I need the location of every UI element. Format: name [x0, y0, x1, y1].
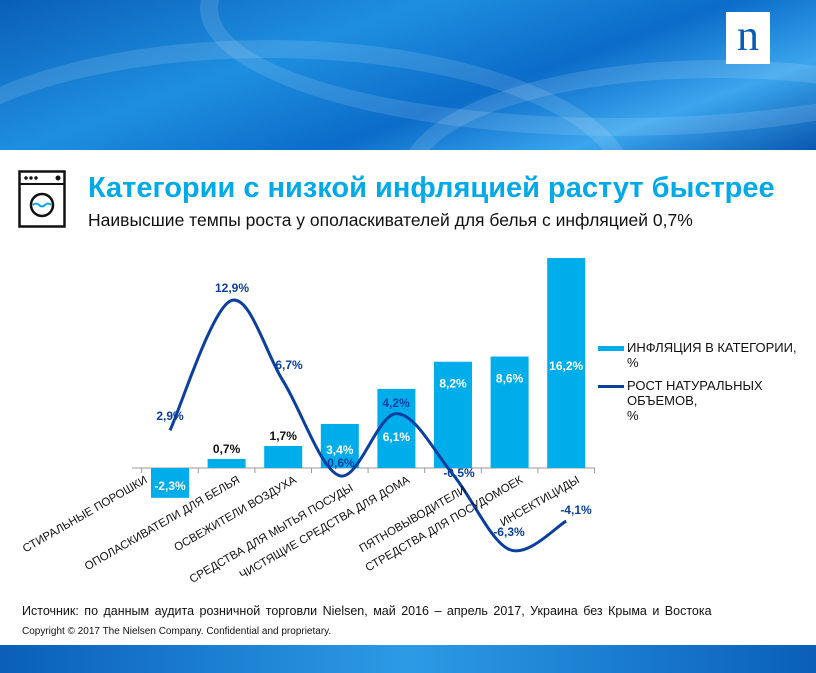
- line-value-label: 4,2%: [382, 396, 410, 410]
- line-value-label: -0,5%: [443, 466, 475, 480]
- line-value-label: 6,7%: [275, 358, 303, 372]
- line-value-label: -0,6%: [323, 456, 355, 470]
- legend-label: %: [627, 355, 639, 370]
- bar-2: [264, 445, 303, 468]
- bar-3: [320, 423, 359, 468]
- bar-value-label: 6,1%: [383, 430, 411, 444]
- footer-banner: [0, 645, 816, 673]
- bar-value-label: 8,2%: [439, 377, 467, 391]
- legend-label: РОСТ НАТУРАЛЬНЫХ: [627, 378, 763, 393]
- bar-value-label: 1,7%: [270, 429, 298, 443]
- legend-volume: РОСТ НАТУРАЛЬНЫХ ОБЪЕМОВ, %: [598, 378, 763, 423]
- bar-0: [151, 468, 189, 498]
- chart: -2,3% 0,7% 1,7% 3,4% 6,1% 8,2% 8,6% 16,2% 2,9% 12…: [21, 258, 595, 586]
- source-note: Источник: по данным аудита розничной тор…: [22, 604, 712, 618]
- bar-value-label: 3,4%: [326, 443, 354, 457]
- legend-label: %: [627, 408, 639, 423]
- line-value-label: 12,9%: [215, 281, 249, 295]
- copyright: Copyright © 2017 The Nielsen Company. Co…: [22, 626, 332, 637]
- bar-value-label: 0,7%: [213, 442, 241, 456]
- bar-value-label: 16,2%: [549, 359, 583, 373]
- line-value-label: 2,9%: [156, 409, 184, 423]
- legend-label: ОБЪЕМОВ,: [627, 393, 698, 408]
- nielsen-logo: n: [726, 12, 770, 64]
- bar-value-label: -2,3%: [154, 479, 186, 493]
- bar-4: [377, 388, 416, 468]
- page-title: Категории с низкой инфляцией растут быст…: [88, 172, 775, 204]
- washing-machine-icon: [18, 170, 66, 228]
- bar-7: [547, 258, 586, 468]
- bar-1: [207, 458, 246, 468]
- bar-5: [434, 361, 472, 468]
- legend-line-swatch: [598, 385, 624, 388]
- volume-growth-line: [168, 298, 567, 553]
- legend-bar-swatch: [598, 346, 624, 351]
- page-subtitle: Наивысшие темпы роста у ополаскивателей …: [88, 210, 693, 230]
- line-value-label: -4,1%: [560, 503, 592, 517]
- line-value-label: -6,3%: [493, 525, 525, 539]
- legend-inflation: ИНФЛЯЦИЯ В КАТЕГОРИИ, %: [598, 340, 797, 370]
- bar-value-label: 8,6%: [496, 372, 524, 386]
- legend-label: ИНФЛЯЦИЯ В КАТЕГОРИИ,: [627, 340, 797, 355]
- header-banner: n: [0, 0, 816, 150]
- bar-6: [490, 356, 529, 468]
